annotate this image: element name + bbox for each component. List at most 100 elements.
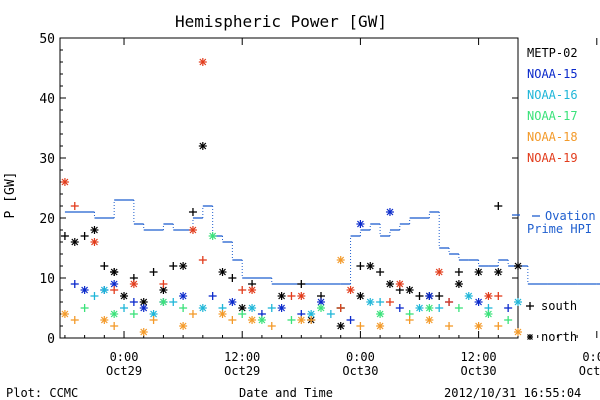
y-axis-label: P [GW] — [3, 172, 18, 219]
north-point — [346, 286, 355, 294]
north-point-stroke — [386, 280, 394, 288]
north-point — [129, 280, 138, 288]
south-point — [60, 232, 69, 240]
north-point — [425, 292, 434, 300]
legend-entry: NOAA-18 — [527, 130, 578, 144]
south-point — [287, 292, 296, 300]
north-point-stroke — [248, 286, 256, 294]
north-point — [297, 292, 306, 300]
north-point-stroke — [494, 268, 502, 276]
legend-entry: NOAA-15 — [527, 67, 578, 81]
south-point — [228, 274, 237, 282]
north-point — [139, 298, 148, 306]
north-point-stroke — [337, 256, 345, 264]
north-point — [248, 316, 257, 324]
north-point — [336, 322, 345, 330]
north-point-stroke — [347, 286, 354, 294]
north-point — [80, 286, 89, 294]
south-point — [287, 316, 296, 324]
north-point-stroke — [219, 268, 226, 276]
north-point — [90, 238, 99, 246]
north-point-stroke — [278, 292, 286, 300]
north-point — [484, 292, 493, 300]
y-tick-label: 20 — [39, 212, 55, 227]
legend-north-label: north — [541, 330, 577, 344]
north-point — [208, 232, 217, 240]
south-point — [405, 316, 414, 324]
north-point-stroke — [356, 220, 364, 228]
north-point — [149, 310, 158, 318]
x-tick-time-label: 12:00 — [224, 350, 260, 364]
north-point-stroke — [317, 304, 325, 312]
south-point — [356, 262, 365, 270]
north-point — [159, 298, 168, 306]
north-point — [474, 322, 483, 330]
north-point — [454, 280, 463, 288]
north-point — [100, 316, 109, 324]
y-tick-label: 0 — [47, 332, 55, 347]
y-tick-label: 10 — [39, 272, 55, 287]
x-tick-time-label: 0:00 — [346, 350, 375, 364]
south-point — [494, 322, 503, 330]
north-point-stroke — [100, 286, 108, 294]
south-point — [228, 316, 237, 324]
north-point — [317, 304, 326, 312]
south-point — [90, 292, 99, 300]
north-point-stroke — [189, 226, 197, 234]
north-point-stroke — [140, 298, 148, 306]
north-point — [356, 220, 365, 228]
legend-north-stroke — [527, 334, 533, 340]
north-point — [139, 304, 148, 312]
north-point-stroke — [425, 304, 433, 312]
north-point-stroke — [297, 316, 305, 324]
north-point — [376, 310, 385, 318]
north-point-stroke — [159, 286, 167, 294]
data-points — [60, 58, 522, 336]
north-point — [366, 298, 375, 306]
north-point-stroke — [258, 316, 266, 324]
legend-entry: NOAA-17 — [527, 109, 578, 123]
south-point — [100, 262, 109, 270]
north-point — [198, 58, 207, 66]
south-point — [70, 316, 79, 324]
x-tick-time-label: 0:00 — [582, 350, 600, 364]
north-point — [218, 268, 227, 276]
x-tick-time-label: 12:00 — [461, 350, 497, 364]
plot-border — [59, 37, 519, 339]
north-point — [435, 268, 444, 276]
south-point — [169, 262, 178, 270]
legend-entry: NOAA-19 — [527, 151, 578, 165]
south-point — [149, 316, 158, 324]
north-point-stroke — [475, 298, 483, 306]
south-point — [376, 298, 385, 306]
south-point — [198, 256, 207, 264]
y-axis: 0 10 20 30 40 50 — [39, 32, 518, 347]
south-point — [110, 322, 119, 330]
north-point-stroke — [455, 280, 463, 288]
north-point-stroke — [91, 226, 98, 234]
north-point-stroke — [179, 292, 187, 300]
north-point-stroke — [514, 262, 522, 270]
north-point — [425, 304, 434, 312]
legend-ovation-label-line1: Ovation — [545, 209, 596, 223]
south-point — [346, 316, 355, 324]
north-point — [198, 142, 207, 150]
north-point-stroke — [140, 304, 148, 312]
north-point — [425, 316, 434, 324]
south-point — [70, 280, 79, 288]
south-point — [454, 268, 463, 276]
north-point-stroke — [366, 262, 374, 270]
south-point — [267, 304, 276, 312]
north-point-stroke — [61, 310, 69, 318]
north-point-stroke — [514, 298, 522, 306]
north-point-stroke — [485, 292, 492, 300]
south-point — [336, 304, 345, 312]
south-point — [188, 310, 197, 318]
x-tick-date-label: Oct29 — [106, 364, 142, 378]
x-tick-date-label: Oct30 — [342, 364, 378, 378]
north-point-stroke — [100, 316, 108, 324]
x-tick-date-label: Oct29 — [224, 364, 260, 378]
plot-frame — [59, 37, 519, 339]
south-point — [356, 322, 365, 330]
